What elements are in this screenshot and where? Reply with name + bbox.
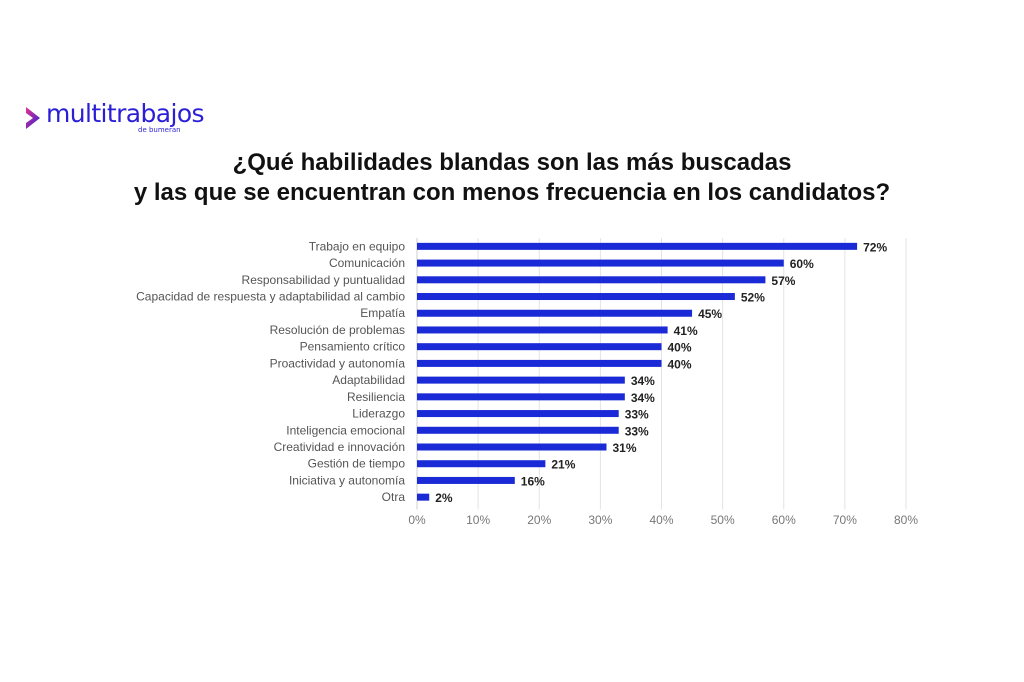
brand-logo: multitrabajos de bumeran (24, 99, 205, 139)
bar (417, 410, 619, 418)
bar (417, 293, 735, 301)
bar (417, 493, 430, 501)
category-label: Inteligencia emocional (286, 423, 405, 437)
bars (417, 242, 858, 501)
chart-title-line-1: ¿Qué habilidades blandas son las más bus… (232, 149, 792, 176)
category-label: Gestión de tiempo (308, 457, 406, 471)
x-tick-label: 30% (588, 513, 612, 527)
category-label: Iniciativa y autonomía (289, 473, 405, 487)
bar (417, 426, 619, 434)
x-tick-label: 10% (466, 513, 490, 527)
x-tick-label: 60% (772, 513, 796, 527)
category-label: Otra (382, 490, 406, 504)
value-labels: 72% 60% 57% 52% 45%41% 40% 40% 34% 34% 33% 33% 31% 2… (435, 240, 887, 505)
chart-title-line-2: y las que se encuentran con menos frecue… (133, 179, 891, 206)
bar (417, 343, 662, 351)
value-label: 45% (698, 307, 722, 321)
x-tick-label: 80% (894, 513, 918, 527)
bar (417, 393, 625, 401)
value-label: 57% (771, 274, 795, 288)
category-label: Resolución de problemas (270, 323, 405, 337)
category-label: Liderazgo (352, 407, 405, 421)
bar (417, 359, 662, 367)
bar (417, 476, 515, 484)
value-label: 33% (625, 408, 649, 422)
value-label: 60% (790, 257, 814, 271)
x-tick-label: 0% (408, 513, 426, 527)
category-label: Empatía (360, 306, 405, 320)
value-label: 34% (631, 374, 655, 388)
category-label: Resiliencia (347, 390, 405, 404)
value-label: 31% (612, 441, 636, 455)
x-axis-ticks: 0% 10% 20% 30% 40% 50% 60% 70% 80% (408, 513, 918, 527)
bar (417, 309, 693, 317)
bar (417, 276, 766, 284)
category-label: Comunicación (329, 256, 405, 270)
value-label: 52% (741, 291, 765, 305)
value-label: 41% (674, 324, 698, 338)
value-label: 40% (668, 357, 692, 371)
value-label: 34% (631, 391, 655, 405)
bar (417, 242, 858, 250)
category-label: Adaptabilidad (332, 373, 405, 387)
bar (417, 443, 607, 451)
bar (417, 259, 784, 267)
category-label: Trabajo en equipo (309, 239, 406, 253)
bar (417, 376, 625, 384)
category-labels: Trabajo en equipo Comunicación Responsabil… (136, 239, 405, 504)
value-label: 16% (521, 474, 545, 488)
x-tick-label: 50% (711, 513, 735, 527)
bar (417, 326, 668, 334)
x-tick-label: 70% (833, 513, 857, 527)
chevron-logo-icon (26, 107, 40, 129)
category-label: Proactividad y autonomía (270, 356, 406, 370)
category-label: Creatividad e innovación (274, 440, 405, 454)
bar (417, 460, 546, 468)
value-label: 72% (863, 240, 887, 254)
logo-subtitle: de bumeran (138, 126, 181, 134)
category-label: Responsabilidad y puntualidad (242, 273, 405, 287)
value-label: 40% (668, 341, 692, 355)
value-label: 2% (435, 491, 453, 505)
category-label: Pensamiento crítico (300, 340, 406, 354)
value-label: 21% (551, 458, 575, 472)
x-tick-label: 40% (649, 513, 673, 527)
category-label: Capacidad de respuesta y adaptabilidad a… (136, 290, 405, 304)
logo-wordmark: multitrabajos (46, 99, 205, 128)
x-tick-label: 20% (527, 513, 551, 527)
value-label: 33% (625, 424, 649, 438)
